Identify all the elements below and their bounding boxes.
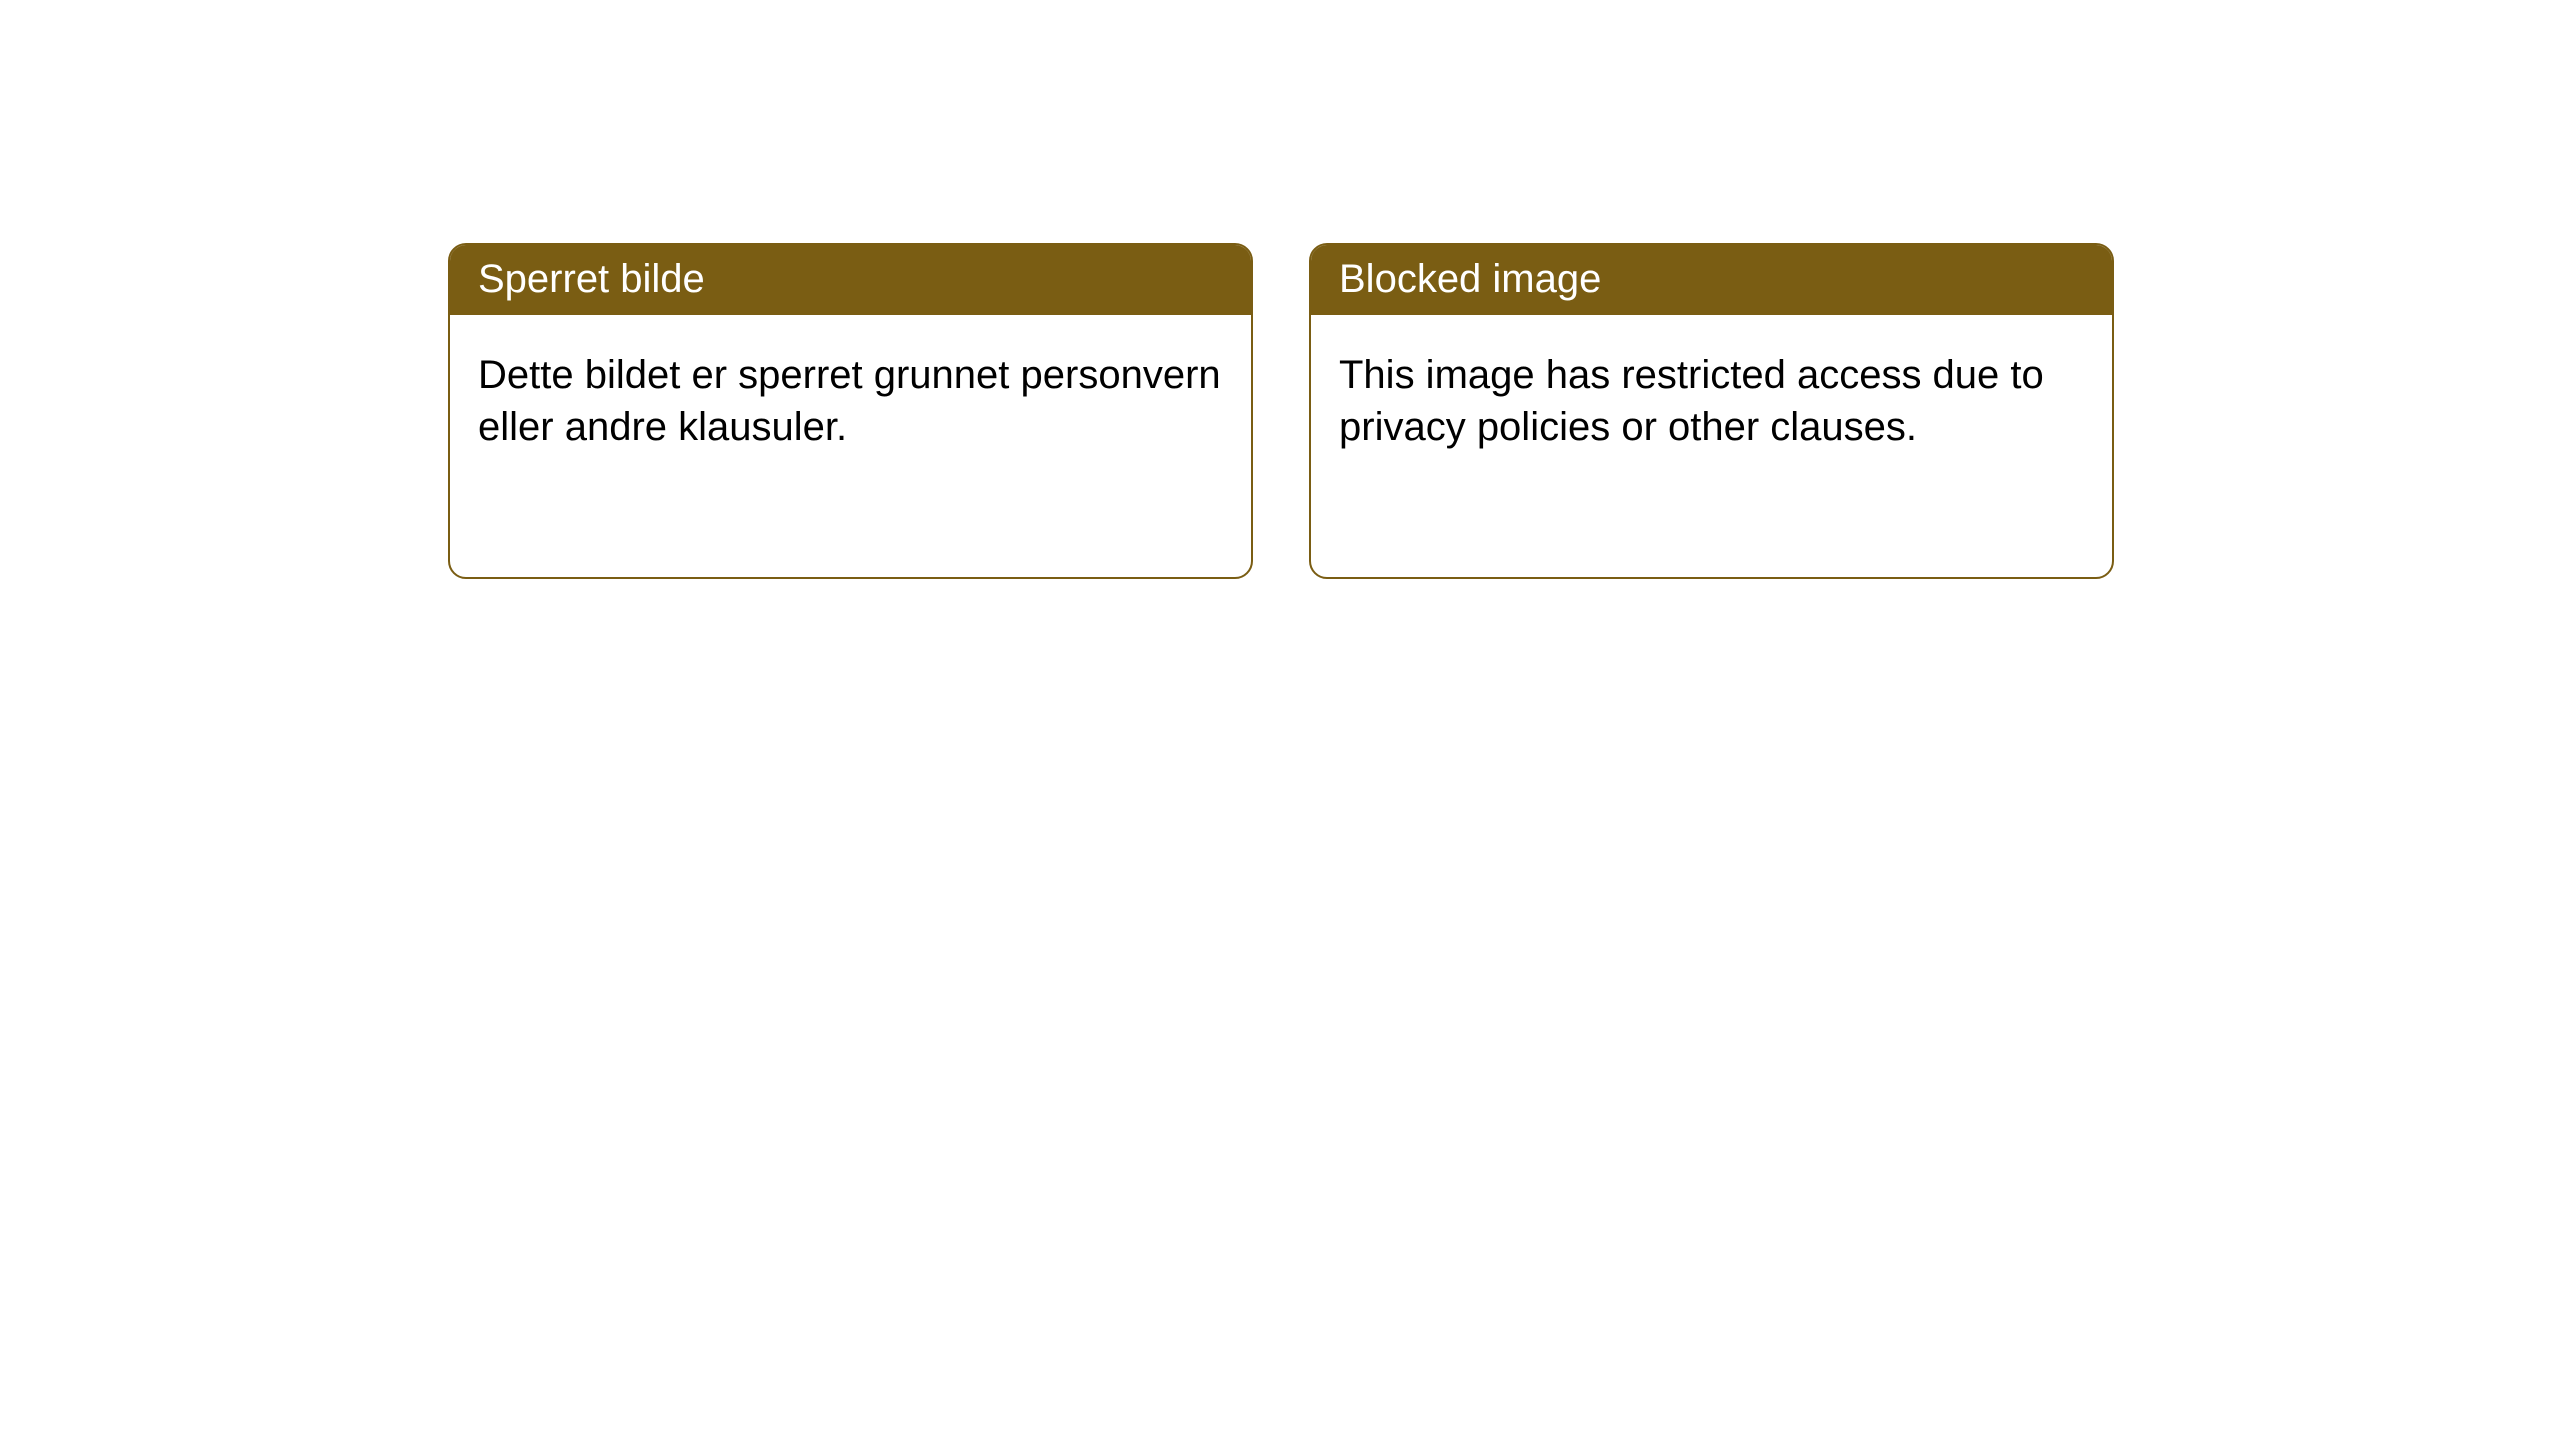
card-body-text: Dette bildet er sperret grunnet personve… xyxy=(450,315,1251,487)
card-title: Sperret bilde xyxy=(450,245,1251,315)
notice-card-english: Blocked image This image has restricted … xyxy=(1309,243,2114,579)
notice-card-norwegian: Sperret bilde Dette bildet er sperret gr… xyxy=(448,243,1253,579)
notice-cards-container: Sperret bilde Dette bildet er sperret gr… xyxy=(448,243,2560,579)
card-body-text: This image has restricted access due to … xyxy=(1311,315,2112,487)
card-title: Blocked image xyxy=(1311,245,2112,315)
